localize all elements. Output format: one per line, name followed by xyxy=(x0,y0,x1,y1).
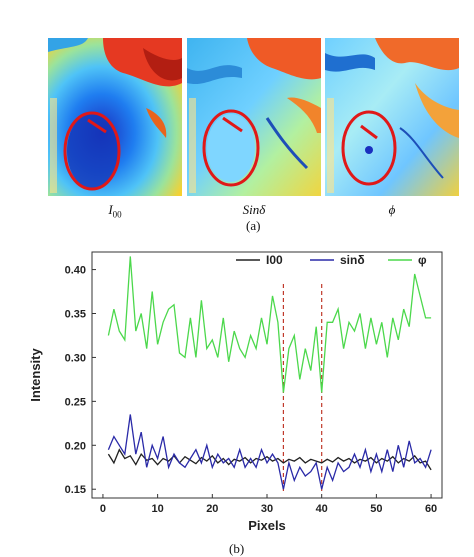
legend-label: sinδ xyxy=(340,253,365,267)
x-tick-label: 0 xyxy=(100,503,106,515)
y-tick-label: 0.25 xyxy=(65,396,86,408)
heatmap-sin-delta xyxy=(187,38,321,196)
legend: I00 sinδ φ xyxy=(236,253,427,267)
heatmap-panel-a: I00 Sinδ ϕ (a) xyxy=(0,0,474,240)
y-tick-label: 0.15 xyxy=(65,484,86,496)
series-lines xyxy=(107,256,432,490)
heatmap-i00 xyxy=(48,38,182,196)
caption-sin-delta: Sinδ xyxy=(242,202,266,217)
heatmap-phi xyxy=(325,38,459,196)
legend-label: φ xyxy=(418,253,427,267)
x-tick-label: 50 xyxy=(370,503,382,515)
caption-phi: ϕ xyxy=(388,202,396,217)
y-tick-label: 0.35 xyxy=(65,309,86,321)
x-axis-label: Pixels xyxy=(248,518,286,533)
y-axis-label: Intensity xyxy=(28,348,43,402)
intensity-line-chart: 0 10 20 30 40 50 60 0.15 0.20 0.25 0.30 0.35 0.40 I0… xyxy=(28,251,443,533)
x-tick-label: 10 xyxy=(152,503,164,515)
x-tick-label: 30 xyxy=(261,503,273,515)
legend-label: I00 xyxy=(266,253,283,267)
y-tick-label: 0.30 xyxy=(65,352,86,364)
panel-a-label: (a) xyxy=(246,218,261,233)
x-tick-label: 20 xyxy=(206,503,218,515)
y-tick-label: 0.40 xyxy=(65,265,86,277)
series-line-φ xyxy=(107,256,432,393)
series-line-sinδ xyxy=(107,414,432,490)
panel-b-label: (b) xyxy=(229,541,245,556)
y-tick-label: 0.20 xyxy=(65,440,86,452)
x-tick-label: 40 xyxy=(316,503,328,515)
x-tick-label: 60 xyxy=(425,503,437,515)
axis-ticks: 0 10 20 30 40 50 60 0.15 0.20 0.25 0.30 0.35 0.40 xyxy=(65,265,438,515)
caption-i00: I00 xyxy=(108,202,122,220)
